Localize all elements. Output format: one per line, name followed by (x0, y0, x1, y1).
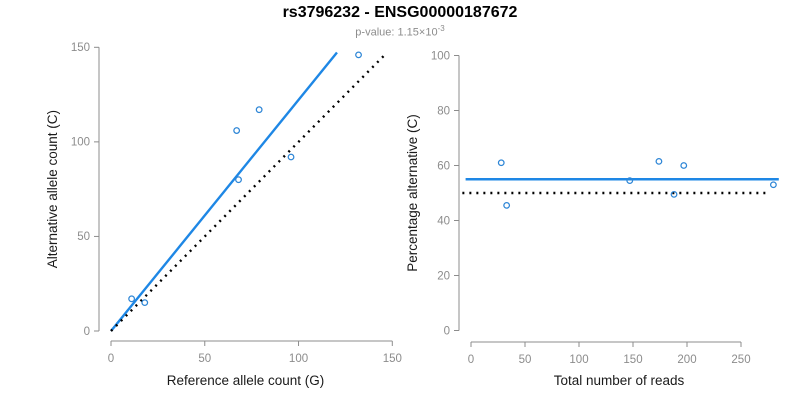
y-tick-label: 0 (84, 326, 90, 338)
x-axis-label: Total number of reads (554, 373, 685, 388)
y-tick-label: 50 (77, 231, 90, 243)
y-tick-label: 20 (437, 270, 450, 282)
y-tick-label: 0 (444, 325, 450, 337)
panel-percentage-vs-coverage: 0 20 40 60 80 100 0 50 100 150 200 250 Total number … (405, 50, 779, 388)
data-point (503, 201, 511, 209)
x-axis-label: Reference allele count (G) (167, 373, 325, 388)
x-tick-label: 150 (383, 353, 402, 365)
x-tick-label: 0 (108, 353, 114, 365)
fit-line (110, 51, 338, 332)
data-point (255, 106, 263, 114)
data-point (128, 295, 136, 303)
x-tick-label: 150 (623, 354, 642, 366)
data-point (141, 299, 149, 307)
data-point (769, 181, 777, 189)
pvalue-exponent: -3 (437, 24, 445, 33)
data-point (235, 176, 242, 184)
y-tick-label: 100 (431, 50, 450, 62)
x-tick-label: 100 (569, 354, 588, 366)
y-tick-label: 100 (71, 137, 90, 149)
data-point (655, 157, 663, 165)
data-point (287, 153, 295, 161)
identity-line (110, 54, 386, 332)
x-tick-label: 50 (198, 353, 211, 365)
x-tick-label: 100 (289, 353, 308, 365)
x-tick-label: 50 (519, 354, 532, 366)
y-tick-label: 150 (71, 42, 90, 54)
panel-allele-counts: 0 50 100 150 0 50 100 150 Reference allele count… (45, 42, 402, 388)
y-tick-label: 60 (437, 160, 450, 172)
y-tick-label: 80 (437, 105, 450, 117)
y-axis-label: Alternative allele count (C) (45, 110, 60, 268)
x-tick-label: 250 (731, 354, 750, 366)
data-point (680, 162, 688, 169)
data-point (355, 51, 362, 59)
x-tick-label: 200 (677, 354, 696, 366)
y-axis-label: Percentage alternative (C) (405, 114, 420, 272)
y-tick-label: 40 (437, 215, 450, 227)
figure-title: rs3796232 - ENSG00000187672 (282, 4, 518, 21)
x-tick-label: 0 (468, 354, 474, 366)
pvalue-text: p-value: 1.15×10 (355, 26, 438, 39)
data-point (497, 159, 505, 167)
data-point (626, 177, 634, 185)
figure-subtitle: p-value: 1.15×10-3 (0, 24, 800, 39)
data-point (233, 127, 241, 134)
data-point (670, 190, 678, 198)
